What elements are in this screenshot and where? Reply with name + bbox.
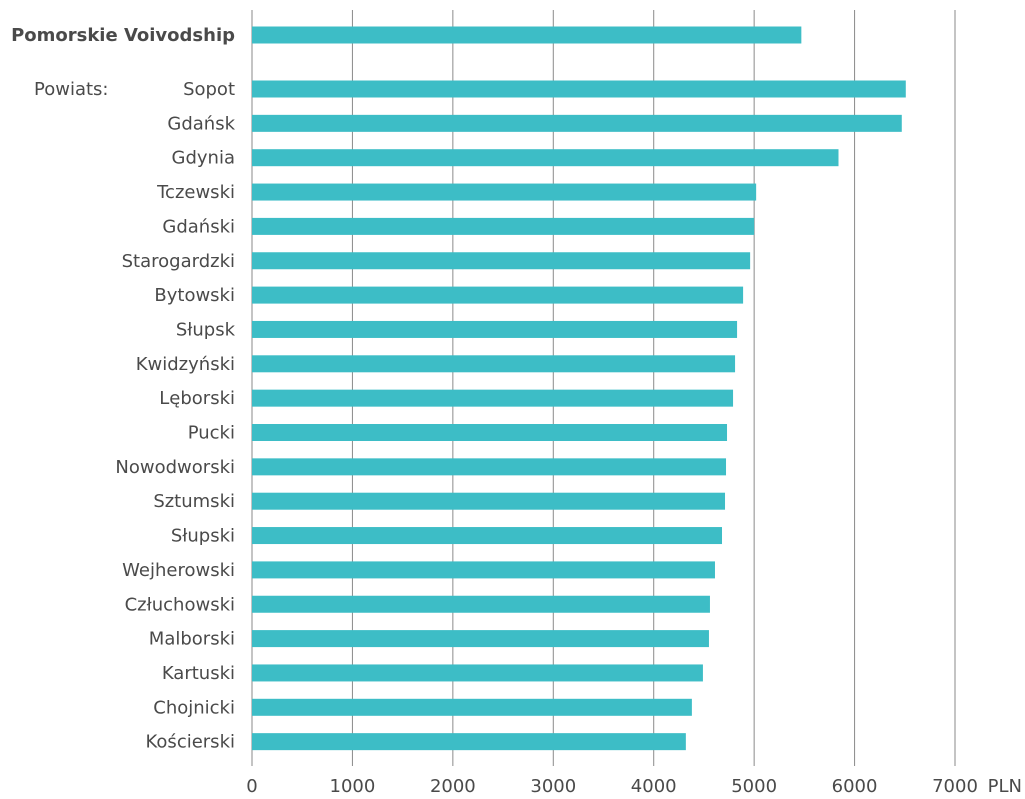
x-tick-label: 4000	[631, 776, 677, 797]
category-label: Słupski	[171, 526, 235, 547]
bar	[252, 733, 686, 751]
bar	[252, 252, 751, 270]
x-tick-label: 3000	[530, 776, 576, 797]
x-axis-ticks: 0 1000 2000 3000 4000 5000 6000 7000 PLN	[246, 776, 1022, 797]
x-tick-label: 5000	[731, 776, 777, 797]
bar	[252, 595, 710, 613]
bar	[252, 698, 692, 716]
bar	[252, 424, 728, 441]
bar	[252, 630, 709, 648]
x-tick-label: 6000	[832, 776, 878, 797]
x-tick-label: 7000	[932, 776, 978, 797]
bar	[252, 149, 839, 167]
category-label: Gdynia	[172, 148, 235, 169]
category-label: Człuchowski	[125, 594, 235, 615]
category-label: Kartuski	[162, 663, 235, 684]
x-tick-label: 2000	[430, 776, 476, 797]
bar	[252, 561, 715, 579]
category-label: Kwidzyński	[136, 354, 235, 375]
bar	[252, 320, 738, 338]
bar-total	[252, 26, 802, 44]
x-unit-label: PLN	[988, 776, 1022, 797]
category-label: Bytowski	[154, 285, 235, 306]
bar	[252, 389, 734, 407]
category-label: Wejherowski	[122, 560, 235, 581]
bar	[252, 492, 726, 510]
category-label: Pucki	[188, 423, 235, 444]
category-labels: Powiats: Pomorskie Voivodship Sopot Gdańsk…	[11, 25, 236, 753]
category-label: Słupsk	[176, 319, 236, 340]
category-label: Gdański	[162, 216, 235, 237]
bar	[252, 114, 902, 132]
bar	[252, 458, 727, 476]
bar	[252, 183, 757, 201]
category-label: Sopot	[183, 79, 235, 100]
bars	[252, 26, 906, 751]
bar	[252, 527, 723, 545]
bar	[252, 217, 755, 235]
category-label: Tczewski	[156, 182, 235, 203]
group-label: Powiats:	[34, 79, 108, 100]
bar	[252, 664, 703, 682]
category-label: Sztumski	[153, 491, 235, 512]
category-label: Starogardzki	[122, 251, 235, 272]
category-label: Malborski	[149, 629, 235, 650]
grid-lines	[251, 10, 956, 766]
category-label: Nowodworski	[115, 457, 235, 478]
category-label: Gdańsk	[167, 113, 235, 134]
x-tick-label: 1000	[330, 776, 376, 797]
bar	[252, 80, 906, 98]
total-label: Pomorskie Voivodship	[11, 25, 235, 46]
category-label: Kościerski	[146, 732, 235, 753]
bar	[252, 286, 744, 304]
x-tick-label: 0	[246, 776, 257, 797]
category-label: Lęborski	[159, 388, 235, 409]
bar	[252, 355, 736, 373]
category-label: Chojnicki	[153, 697, 235, 718]
